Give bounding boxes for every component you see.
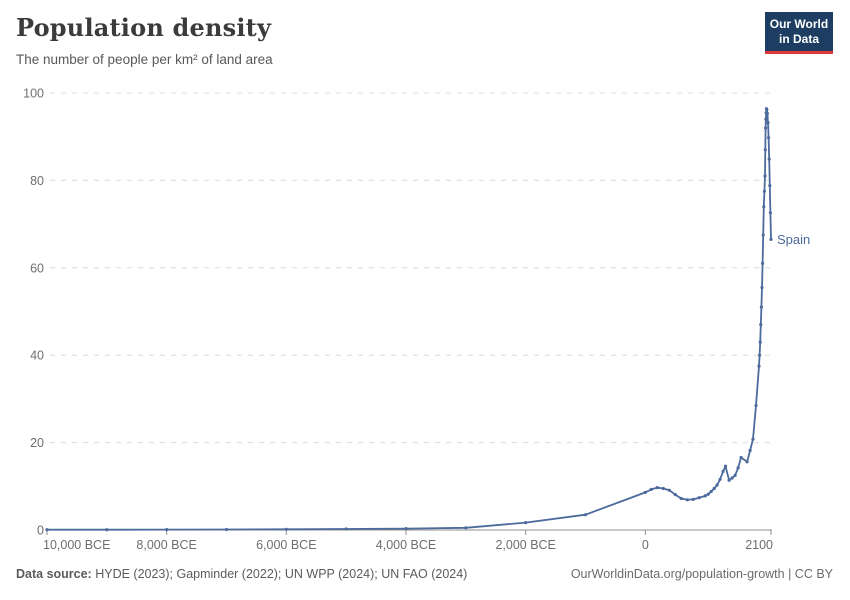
- data-point-marker[interactable]: [709, 489, 713, 494]
- x-tick-label--10000: 10,000 BCE: [43, 538, 110, 552]
- data-point-marker[interactable]: [344, 527, 348, 531]
- data-point-marker[interactable]: [697, 496, 701, 500]
- data-point-marker[interactable]: [758, 353, 762, 357]
- x-tick-label-0: 0: [642, 538, 649, 552]
- data-point-marker[interactable]: [765, 108, 769, 112]
- data-point-marker[interactable]: [768, 184, 772, 188]
- data-point-marker[interactable]: [767, 136, 771, 140]
- data-point-marker[interactable]: [764, 117, 768, 121]
- data-point-marker[interactable]: [703, 494, 707, 498]
- data-point-marker[interactable]: [691, 497, 695, 501]
- owid-logo-line1: Our World: [769, 17, 829, 31]
- data-point-marker[interactable]: [404, 527, 408, 531]
- data-point-marker[interactable]: [748, 448, 752, 453]
- chart-subtitle: The number of people per km² of land are…: [16, 52, 273, 67]
- data-point-marker[interactable]: [718, 477, 722, 481]
- y-tick-label-100: 100: [23, 87, 44, 101]
- data-point-marker[interactable]: [766, 121, 770, 125]
- data-point-marker[interactable]: [679, 496, 683, 501]
- data-point-marker[interactable]: [759, 323, 763, 327]
- data-point-marker[interactable]: [655, 486, 659, 490]
- owid-logo[interactable]: Our World in Data: [765, 12, 833, 54]
- chart-title: Population density: [16, 13, 272, 42]
- y-tick-label-60: 60: [30, 261, 44, 275]
- data-point-marker[interactable]: [733, 473, 737, 477]
- data-point-marker[interactable]: [712, 486, 716, 491]
- data-point-marker[interactable]: [685, 498, 689, 502]
- data-point-marker[interactable]: [165, 528, 169, 532]
- data-point-marker[interactable]: [524, 521, 528, 525]
- x-tick-label--2000: 2,000 BCE: [495, 538, 555, 552]
- data-point-marker[interactable]: [767, 157, 771, 161]
- data-source-text: Data source: HYDE (2023); Gapminder (202…: [16, 567, 467, 581]
- data-point-marker[interactable]: [754, 403, 758, 408]
- series-line-spain[interactable]: [46, 107, 772, 531]
- data-point-marker[interactable]: [105, 528, 109, 532]
- data-point-marker[interactable]: [759, 305, 764, 309]
- data-point-marker[interactable]: [667, 488, 671, 492]
- data-point-marker[interactable]: [758, 340, 762, 344]
- chart-footer: Data source: HYDE (2023); Gapminder (202…: [16, 567, 833, 581]
- data-point-marker[interactable]: [649, 487, 653, 491]
- y-tick-label-80: 80: [30, 174, 44, 188]
- data-point-marker[interactable]: [757, 364, 761, 368]
- x-tick-label--6000: 6,000 BCE: [256, 538, 316, 552]
- data-point-marker[interactable]: [764, 126, 768, 130]
- x-tick-label-2100: 2100: [745, 538, 773, 552]
- data-point-marker[interactable]: [464, 526, 468, 530]
- data-point-marker[interactable]: [760, 285, 764, 290]
- data-point-marker[interactable]: [751, 437, 755, 441]
- data-point-marker[interactable]: [730, 476, 734, 480]
- x-tick-label--4000: 4,000 BCE: [376, 538, 436, 552]
- owid-logo-line2: in Data: [778, 32, 819, 46]
- data-source-label: Data source:: [16, 567, 92, 581]
- x-tick-label--8000: 8,000 BCE: [136, 538, 196, 552]
- data-point-marker[interactable]: [661, 486, 665, 491]
- data-point-marker[interactable]: [715, 483, 719, 487]
- y-tick-label-40: 40: [30, 349, 44, 363]
- data-point-marker[interactable]: [761, 233, 765, 237]
- data-point-marker[interactable]: [706, 492, 710, 496]
- data-point-marker[interactable]: [673, 493, 677, 497]
- data-point-marker[interactable]: [761, 261, 765, 265]
- data-point-marker[interactable]: [763, 148, 767, 152]
- data-point-marker[interactable]: [765, 111, 770, 116]
- data-point-marker[interactable]: [745, 460, 749, 464]
- data-source-list: HYDE (2023); Gapminder (2022); UN WPP (2…: [91, 567, 468, 581]
- y-tick-label-0: 0: [37, 524, 44, 538]
- entity-label-spain[interactable]: Spain: [777, 232, 810, 247]
- data-point-marker[interactable]: [739, 455, 743, 460]
- data-point-marker[interactable]: [763, 174, 767, 178]
- owid-url-link[interactable]: OurWorldinData.org/population-growth | C…: [570, 567, 833, 581]
- data-point-marker[interactable]: [723, 464, 728, 468]
- data-point-marker[interactable]: [768, 211, 773, 215]
- data-point-marker[interactable]: [224, 527, 229, 532]
- data-point-marker[interactable]: [762, 189, 767, 193]
- y-tick-label-20: 20: [30, 436, 44, 450]
- data-point-marker[interactable]: [583, 513, 588, 517]
- data-point-marker[interactable]: [762, 205, 766, 209]
- data-point-marker[interactable]: [45, 528, 49, 532]
- data-point-marker[interactable]: [721, 469, 725, 473]
- data-point-marker[interactable]: [643, 490, 647, 494]
- data-point-marker[interactable]: [736, 466, 740, 470]
- data-point-marker[interactable]: [727, 478, 731, 482]
- data-point-marker[interactable]: [284, 527, 288, 531]
- data-point-marker[interactable]: [769, 237, 773, 241]
